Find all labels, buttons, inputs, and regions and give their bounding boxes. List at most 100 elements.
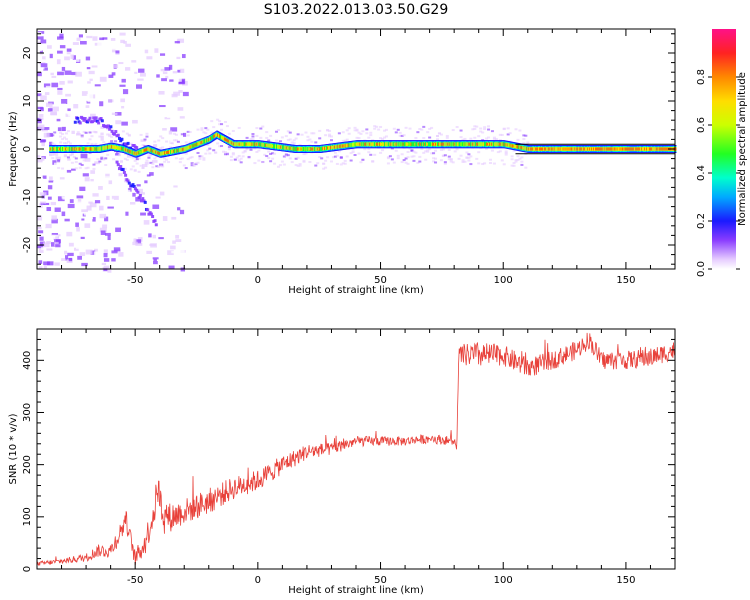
heatmap-cell xyxy=(151,160,158,163)
heatmap-cell xyxy=(49,154,53,157)
heatmap-cell xyxy=(477,135,481,138)
heatmap-cell xyxy=(153,157,157,160)
heatmap-cell xyxy=(202,158,206,161)
heatmap-cell xyxy=(98,160,102,163)
heatmap-cell xyxy=(379,125,383,128)
heatmap-cell xyxy=(120,39,125,44)
heatmap-cell xyxy=(502,127,506,130)
heatmap-cell xyxy=(459,129,463,132)
heatmap-cell xyxy=(408,127,412,130)
heatmap-cell xyxy=(459,154,463,157)
heatmap-cell xyxy=(37,144,42,147)
heatmap-cell xyxy=(110,140,114,143)
heatmap-cell xyxy=(141,197,145,201)
heatmap-cell xyxy=(320,157,324,160)
heatmap-cell xyxy=(75,210,80,214)
heatmap-cell xyxy=(37,41,43,44)
heatmap-cell xyxy=(124,190,131,195)
heatmap-cell xyxy=(92,130,96,133)
heatmap-cell xyxy=(99,168,104,173)
heatmap-cell xyxy=(314,141,318,144)
heatmap-cell xyxy=(88,138,92,141)
heatmap-cell xyxy=(418,160,422,163)
heatmap-cell xyxy=(132,214,137,218)
heatmap-cell xyxy=(76,226,80,232)
heatmap-cell xyxy=(133,187,137,191)
heatmap-cell xyxy=(114,112,122,116)
heatmap-cell xyxy=(53,181,58,185)
heatmap-cell xyxy=(57,166,61,169)
x-tick-label: 50 xyxy=(374,575,387,586)
heatmap-cell xyxy=(284,154,288,157)
heatmap-cell xyxy=(225,152,229,155)
heatmap-cell xyxy=(257,159,261,162)
snr-series-line xyxy=(36,332,675,566)
heatmap-cell xyxy=(196,151,200,154)
heatmap-cell xyxy=(82,130,86,133)
heatmap-cell xyxy=(447,158,451,161)
heatmap-cell xyxy=(119,161,123,164)
heatmap-cell xyxy=(135,146,139,150)
heatmap-cell xyxy=(56,118,61,122)
heatmap-cell xyxy=(105,176,112,181)
heatmap-cell xyxy=(100,62,104,66)
y-tick-label: -10 xyxy=(22,189,33,205)
heatmap-cell xyxy=(38,266,43,269)
heatmap-cell xyxy=(229,155,233,158)
heatmap-cell xyxy=(249,138,253,141)
heatmap-cell xyxy=(137,157,141,160)
heatmap-cell xyxy=(386,156,390,159)
heatmap-cell xyxy=(339,163,343,166)
heatmap-cell xyxy=(241,151,245,154)
heatmap-cell xyxy=(524,166,528,169)
heatmap-cell xyxy=(119,165,123,169)
heatmap-cell xyxy=(73,120,77,124)
heatmap-cell xyxy=(263,153,267,156)
heatmap-cell xyxy=(40,39,47,44)
heatmap-cell xyxy=(99,205,104,211)
heatmap-cell xyxy=(212,126,216,129)
heatmap-cell xyxy=(71,130,75,134)
heatmap-cell xyxy=(76,116,80,120)
heatmap-cell xyxy=(481,131,485,134)
heatmap-cell xyxy=(90,265,95,270)
heatmap-cell xyxy=(90,120,94,124)
heatmap-cell xyxy=(328,133,332,136)
colorbar-ticks: 0.0 0.2 0.4 0.6 0.8 xyxy=(696,69,740,277)
heatmap-cell xyxy=(324,166,328,169)
heatmap-cell xyxy=(54,264,58,269)
heatmap-cell xyxy=(469,137,473,140)
heatmap-cell xyxy=(176,140,180,143)
heatmap-cell xyxy=(479,130,483,133)
heatmap-cell xyxy=(173,91,181,96)
heatmap-cell xyxy=(304,131,308,134)
heatmap-cell xyxy=(465,151,469,154)
heatmap-cell xyxy=(439,148,443,151)
y-tick-label: 400 xyxy=(22,351,33,370)
heatmap-cell xyxy=(133,168,137,171)
heatmap-cell xyxy=(155,196,161,199)
heatmap-cell xyxy=(106,51,110,55)
heatmap-cell xyxy=(106,124,110,128)
heatmap-cell xyxy=(400,161,404,164)
heatmap-cell xyxy=(111,48,116,53)
heatmap-cell xyxy=(81,116,85,120)
heatmap-cell xyxy=(388,155,392,158)
heatmap-cell xyxy=(168,64,173,70)
heatmap-cell xyxy=(300,133,304,136)
heatmap-cell xyxy=(516,138,520,141)
heatmap-cell xyxy=(103,258,110,262)
heatmap-cell xyxy=(141,144,145,147)
heatmap-cell xyxy=(481,139,485,142)
heatmap-cell xyxy=(79,186,86,191)
heatmap-cell xyxy=(43,265,47,270)
heatmap-cell xyxy=(133,238,137,243)
heatmap-cell xyxy=(121,130,125,133)
heatmap-cell xyxy=(127,187,132,192)
heatmap-cell xyxy=(138,68,145,73)
y-tick-label: 0 xyxy=(22,146,33,152)
heatmap-cell xyxy=(86,94,94,99)
heatmap-cell xyxy=(159,232,166,237)
heatmap-cell xyxy=(424,158,428,161)
